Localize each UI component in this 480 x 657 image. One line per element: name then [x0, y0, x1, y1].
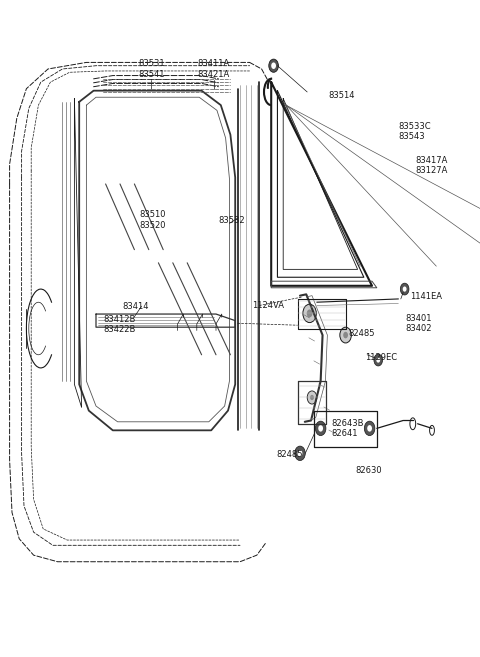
Text: 1141EA: 1141EA: [410, 292, 443, 302]
Circle shape: [271, 62, 276, 69]
Text: 82485: 82485: [348, 328, 374, 338]
Text: 83414: 83414: [122, 302, 149, 311]
Text: 83417A
83127A: 83417A 83127A: [415, 156, 447, 175]
Text: 83412B
83422B: 83412B 83422B: [103, 315, 135, 334]
Text: 1124VA: 1124VA: [252, 301, 284, 310]
Circle shape: [376, 357, 380, 363]
Text: 82485: 82485: [276, 450, 302, 459]
Circle shape: [400, 283, 409, 295]
Text: 82643B
82641: 82643B 82641: [331, 419, 364, 438]
Text: 83533C
83543: 83533C 83543: [398, 122, 431, 141]
Circle shape: [307, 391, 317, 404]
Circle shape: [269, 59, 278, 72]
Circle shape: [367, 425, 372, 432]
Circle shape: [364, 421, 375, 436]
Circle shape: [318, 425, 323, 432]
Circle shape: [303, 304, 316, 323]
Text: 83411A
83421A: 83411A 83421A: [197, 59, 230, 79]
Circle shape: [315, 421, 326, 436]
Circle shape: [403, 286, 407, 292]
Circle shape: [298, 450, 302, 457]
Text: 83531
83541: 83531 83541: [138, 59, 165, 79]
Text: 83532: 83532: [218, 215, 245, 225]
Circle shape: [295, 446, 305, 461]
Circle shape: [310, 395, 314, 400]
Circle shape: [343, 332, 348, 338]
Text: 83514: 83514: [329, 91, 355, 100]
Text: 82630: 82630: [355, 466, 382, 475]
Text: 83401
83402: 83401 83402: [406, 313, 432, 333]
Circle shape: [374, 354, 383, 366]
Text: 83510
83520: 83510 83520: [139, 210, 166, 230]
Circle shape: [307, 309, 312, 317]
Circle shape: [340, 327, 351, 343]
Text: 1129EC: 1129EC: [365, 353, 397, 362]
